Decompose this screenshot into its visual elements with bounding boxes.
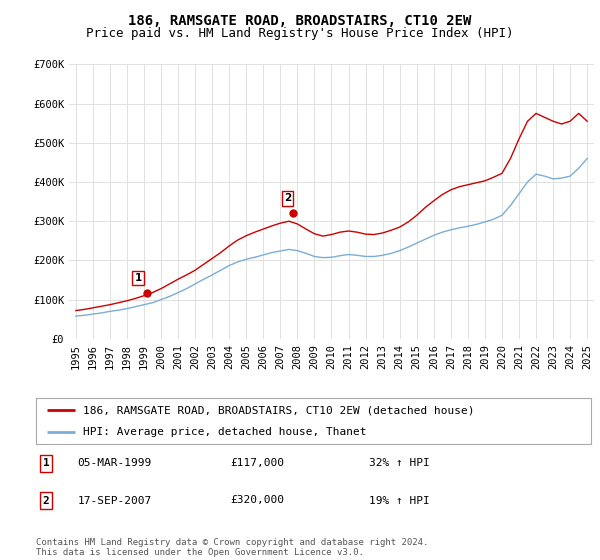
Text: 1: 1: [135, 273, 142, 283]
Text: 2: 2: [284, 193, 291, 203]
Text: 19% ↑ HPI: 19% ↑ HPI: [369, 496, 430, 506]
Text: Contains HM Land Registry data © Crown copyright and database right 2024.
This d: Contains HM Land Registry data © Crown c…: [36, 538, 428, 557]
Text: £117,000: £117,000: [230, 459, 284, 468]
Text: Price paid vs. HM Land Registry's House Price Index (HPI): Price paid vs. HM Land Registry's House …: [86, 27, 514, 40]
Text: 186, RAMSGATE ROAD, BROADSTAIRS, CT10 2EW (detached house): 186, RAMSGATE ROAD, BROADSTAIRS, CT10 2E…: [83, 405, 475, 416]
Text: 2: 2: [43, 496, 49, 506]
Text: 1: 1: [43, 459, 49, 468]
Text: 17-SEP-2007: 17-SEP-2007: [77, 496, 152, 506]
Text: £320,000: £320,000: [230, 496, 284, 506]
Text: HPI: Average price, detached house, Thanet: HPI: Average price, detached house, Than…: [83, 427, 367, 437]
Text: 05-MAR-1999: 05-MAR-1999: [77, 459, 152, 468]
Text: 32% ↑ HPI: 32% ↑ HPI: [369, 459, 430, 468]
Text: 186, RAMSGATE ROAD, BROADSTAIRS, CT10 2EW: 186, RAMSGATE ROAD, BROADSTAIRS, CT10 2E…: [128, 14, 472, 28]
